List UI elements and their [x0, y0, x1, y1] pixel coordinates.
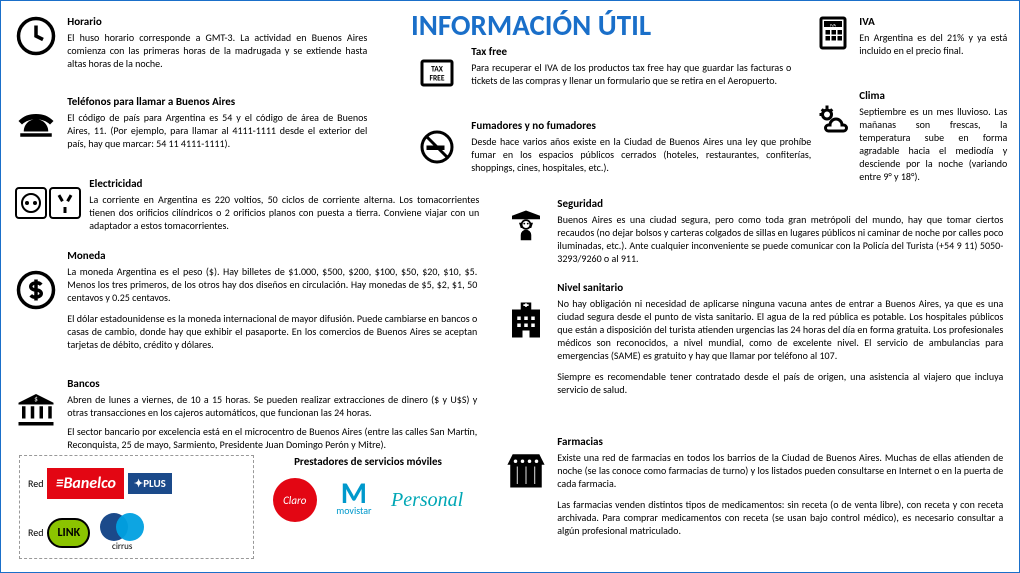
pharmacy-icon — [505, 449, 547, 491]
farmacias-body1: Existe una red de farmacias en todos los… — [557, 451, 1003, 490]
farmacias-title: Farmacias — [557, 435, 1003, 448]
mobile-providers: Prestadores de servicios móviles Claro M… — [263, 455, 473, 522]
bank-icon: $ — [15, 387, 57, 429]
claro-logo: Claro — [273, 478, 317, 522]
seguridad-title: Seguridad — [557, 197, 1003, 210]
no-smoking-icon — [419, 129, 455, 165]
bancos-body1: Abren de lunes a viernes, de 10 a 15 hor… — [67, 393, 477, 419]
cirrus-logo: cirrus — [100, 513, 144, 552]
svg-text:FREE: FREE — [430, 75, 445, 84]
seguridad-body: Buenos Aires es una ciudad segura, pero … — [557, 213, 1003, 265]
sanitario-body1: No hay obligación ni necesidad de aplica… — [557, 297, 1003, 362]
svg-text:IVA: IVA — [830, 23, 836, 28]
iva-icon: IVA — [815, 15, 851, 51]
iva-body: En Argentina es del 21% y ya está inclui… — [859, 31, 1007, 57]
personal-logo: Personal — [391, 489, 463, 512]
page-title: INFORMACIÓN ÚTIL — [411, 7, 651, 43]
red-label-2: Red — [28, 526, 43, 539]
moneda-body1: La moneda Argentina es el peso ($). Hay … — [67, 265, 477, 304]
banelco-logo: ≡Banelco — [47, 468, 124, 499]
taxfree-body: Para recuperar el IVA de los productos t… — [471, 61, 791, 87]
svg-text:TAX: TAX — [431, 66, 444, 75]
red-label-1: Red — [28, 477, 43, 490]
telefonos-body: El código de país para Argentina es 54 y… — [67, 111, 367, 150]
weather-icon — [815, 101, 851, 137]
fumadores-body: Desde hace varios años existe en la Ciud… — [471, 135, 811, 174]
svg-text:$: $ — [34, 394, 38, 403]
phone-icon — [15, 107, 57, 149]
farmacias-body2: Las farmacias venden distintos tipos de … — [557, 498, 1003, 537]
taxfree-title: Tax free — [471, 45, 791, 58]
bancos-title: Bancos — [67, 377, 477, 390]
electricidad-body: La corriente en Argentina es 220 voltios… — [89, 193, 479, 232]
sanitario-title: Nivel sanitario — [557, 281, 1003, 294]
moneda-body2: El dólar estadounidense es la moneda int… — [67, 312, 477, 351]
bank-networks-box: Red ≡Banelco ✦PLUS Red LINK cirrus — [19, 455, 254, 559]
security-icon — [505, 207, 547, 249]
clima-title: Clima — [859, 89, 1007, 102]
fumadores-title: Fumadores y no fumadores — [471, 119, 811, 132]
outlet-icon — [15, 187, 81, 219]
dollar-icon — [15, 269, 57, 311]
taxfree-icon: TAXFREE — [419, 55, 455, 91]
movistar-logo: M movistar — [336, 483, 371, 517]
telefonos-title: Teléfonos para llamar a Buenos Aires — [67, 95, 367, 108]
providers-title: Prestadores de servicios móviles — [263, 455, 473, 468]
horario-title: Horario — [67, 15, 367, 28]
horario-body: El huso horario corresponde a GMT-3. La … — [67, 31, 367, 70]
iva-title: IVA — [859, 15, 1007, 28]
hospital-icon — [505, 299, 547, 341]
moneda-title: Moneda — [67, 249, 477, 262]
plus-logo: ✦PLUS — [128, 473, 172, 494]
bancos-body2: El sector bancario por excelencia está e… — [67, 425, 477, 451]
link-logo: LINK — [47, 518, 90, 548]
sanitario-body2: Siempre es recomendable tener contratado… — [557, 370, 1003, 396]
electricidad-title: Electricidad — [89, 177, 479, 190]
clima-body: Septiembre es un mes lluvioso. Las mañan… — [859, 105, 1007, 183]
clock-icon — [15, 15, 57, 57]
